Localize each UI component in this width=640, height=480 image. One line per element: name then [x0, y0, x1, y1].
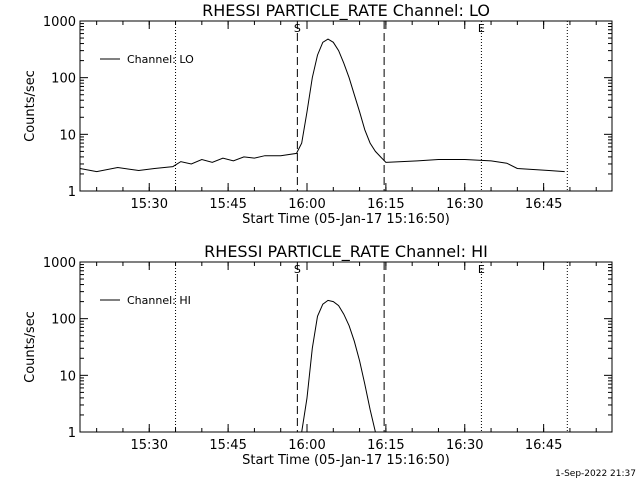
x-tick-label: 15:30 [131, 197, 168, 212]
x-tick-label: 16:30 [446, 438, 483, 453]
x-tick-label: 16:45 [525, 197, 562, 212]
x-tick-label: 16:00 [288, 197, 325, 212]
series-line [301, 299, 376, 433]
plot-frame [79, 20, 613, 192]
x-tick-label: 15:45 [209, 438, 246, 453]
legend-label: Channel: HI [127, 294, 191, 307]
chart-title: RHESSI PARTICLE_RATE Channel: HI [204, 242, 488, 262]
marker-e-label: E [478, 22, 485, 35]
chart-panel-2: RHESSI PARTICLE_RATE Channel: HI Counts/s… [23, 242, 613, 468]
y-tick-label: 1000 [43, 15, 76, 30]
x-tick-label: 15:45 [209, 197, 246, 212]
y-tick-label: 100 [51, 72, 76, 87]
x-tick-label: 16:15 [367, 197, 404, 212]
chart-panel-1: RHESSI PARTICLE_RATE Channel: LO Counts/s… [23, 1, 613, 227]
y-tick-label: 10 [59, 369, 76, 384]
x-axis-label: Start Time (05-Jan-17 15:16:50) [242, 453, 450, 468]
timestamp: 1-Sep-2022 21:37 [555, 469, 636, 479]
x-tick-label: 16:45 [525, 438, 562, 453]
marker-e-label: E [478, 263, 485, 276]
y-tick-label: 100 [51, 313, 76, 328]
marker-s-label: S [294, 263, 301, 276]
x-tick-label: 16:30 [446, 197, 483, 212]
chart-title: RHESSI PARTICLE_RATE Channel: LO [202, 1, 490, 21]
y-axis-label: Counts/sec [23, 311, 38, 383]
x-tick-label: 16:15 [367, 438, 404, 453]
y-tick-label: 1 [68, 185, 76, 200]
marker-s-label: S [294, 22, 301, 35]
x-tick-label: 16:00 [288, 438, 325, 453]
series-line [79, 38, 565, 173]
legend-label: Channel: LO [127, 53, 194, 66]
x-axis-label: Start Time (05-Jan-17 15:16:50) [242, 212, 450, 227]
y-tick-label: 1000 [43, 256, 76, 271]
x-tick-label: 15:30 [131, 438, 168, 453]
y-tick-label: 10 [59, 128, 76, 143]
y-tick-label: 1 [68, 426, 76, 441]
y-axis-label: Counts/sec [23, 70, 38, 142]
plot-frame [79, 261, 613, 433]
